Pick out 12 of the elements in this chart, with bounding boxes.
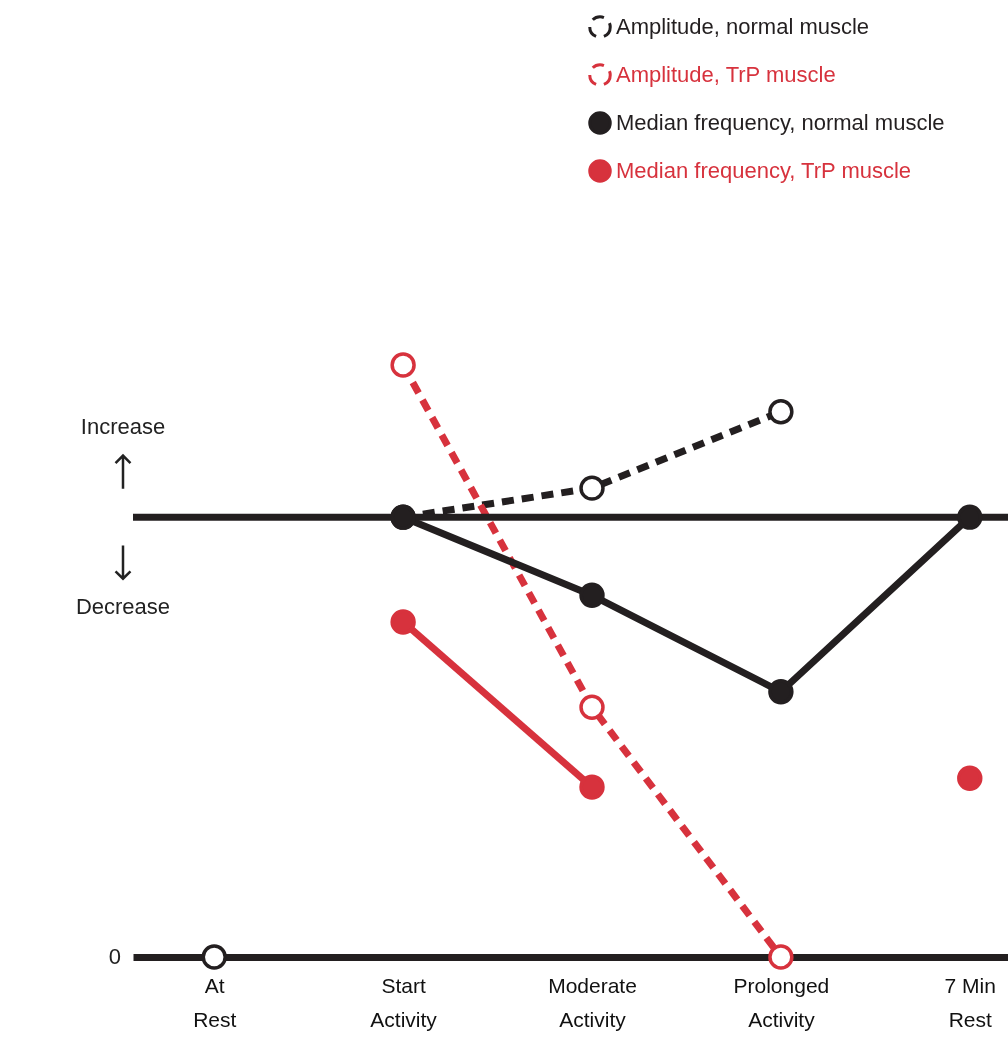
legend-label: Amplitude, TrP muscle xyxy=(616,62,836,87)
x-tick-label: Moderate Activity xyxy=(548,973,637,1031)
x-tick-label: Prolonged Activity xyxy=(733,973,830,1031)
x-tick-label: 7 Min Rest xyxy=(944,973,996,1031)
x-tick-label: At Rest xyxy=(193,973,237,1031)
legend-label: Median frequency, normal muscle xyxy=(616,110,945,135)
annotation: Increase xyxy=(80,414,166,440)
legend-label: Amplitude, normal muscle xyxy=(616,14,870,39)
annotation: Decrease xyxy=(75,594,171,620)
x-tick-label: Start Activity xyxy=(370,973,438,1031)
text: 0 xyxy=(108,944,121,969)
legend-label: Median frequency, TrP muscle xyxy=(616,158,912,183)
